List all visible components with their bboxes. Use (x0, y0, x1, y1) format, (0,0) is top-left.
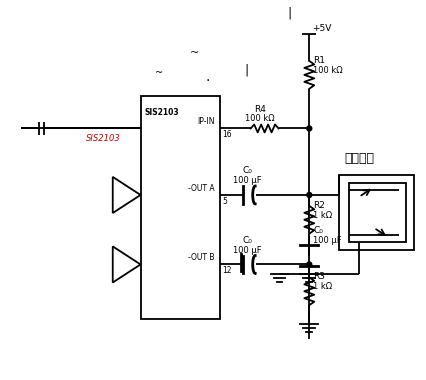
Text: SIS2103: SIS2103 (144, 108, 179, 117)
Bar (349, 183, 406, 242)
Text: +5V: +5V (312, 24, 332, 33)
Text: 100 μF: 100 μF (233, 245, 262, 255)
Text: C₀: C₀ (313, 226, 323, 235)
Text: 5: 5 (222, 197, 227, 206)
Text: -OUT B: -OUT B (188, 253, 215, 263)
Text: C₀: C₀ (243, 166, 253, 175)
Text: IP-IN: IP-IN (198, 117, 215, 127)
Bar (141, 96, 220, 319)
Text: ~: ~ (190, 48, 199, 58)
Text: 16: 16 (222, 130, 232, 139)
Text: |: | (245, 64, 249, 77)
Text: R2: R2 (313, 201, 325, 210)
Text: SIS2103: SIS2103 (86, 134, 121, 143)
Text: 12: 12 (222, 266, 231, 276)
Text: C₀: C₀ (243, 236, 253, 245)
Text: 100 μF: 100 μF (313, 236, 342, 245)
Text: R4: R4 (254, 105, 265, 114)
Bar (339, 175, 414, 250)
Text: |: | (288, 6, 292, 19)
Text: 耳机插孔: 耳机插孔 (344, 152, 374, 165)
Text: R1: R1 (313, 56, 325, 65)
Text: 100 kΩ: 100 kΩ (313, 66, 343, 75)
Text: .: . (205, 70, 210, 84)
Text: R3: R3 (313, 272, 325, 281)
Text: 100 μF: 100 μF (233, 176, 262, 185)
Circle shape (307, 193, 312, 198)
Circle shape (307, 262, 312, 267)
Text: ~: ~ (155, 68, 164, 78)
Text: -OUT A: -OUT A (188, 184, 215, 193)
Text: 1 kΩ: 1 kΩ (313, 282, 332, 291)
Text: 1 kΩ: 1 kΩ (313, 211, 332, 220)
Circle shape (307, 126, 312, 131)
Text: 100 kΩ: 100 kΩ (245, 114, 274, 124)
